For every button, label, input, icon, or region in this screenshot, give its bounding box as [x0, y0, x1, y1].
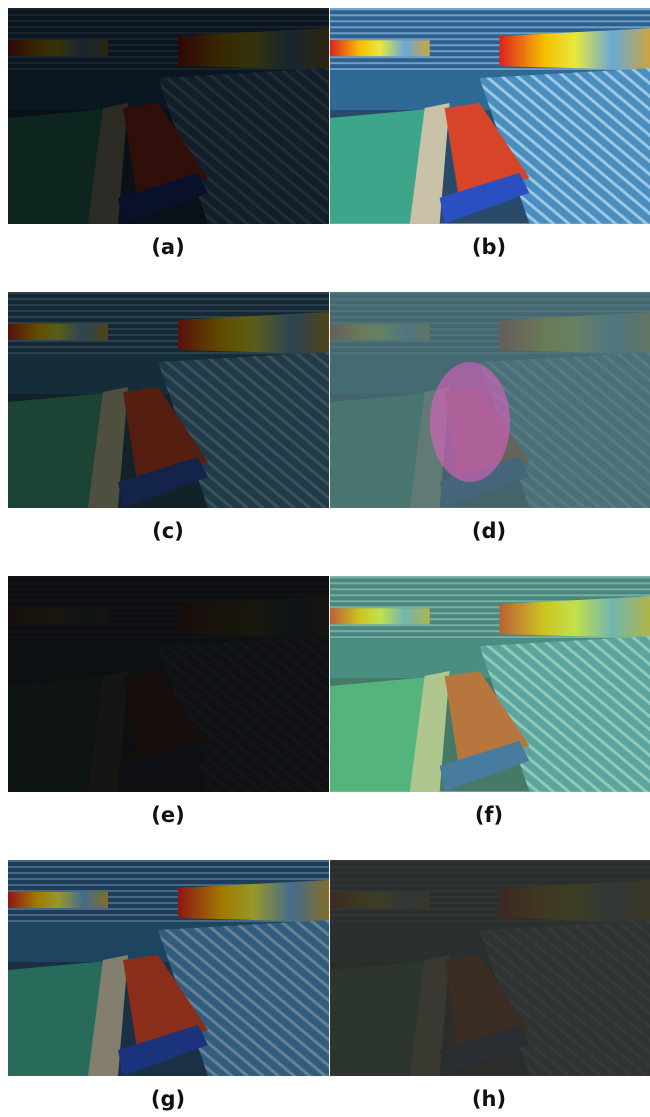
panel-image [330, 8, 650, 224]
panel-tone [8, 860, 329, 1076]
panel-caption: (d) [472, 519, 506, 543]
panel-tone [8, 576, 329, 792]
panel-tone [330, 860, 650, 1076]
panel-caption: (c) [152, 519, 184, 543]
panel-tint [430, 362, 510, 482]
panel-tone [8, 8, 329, 224]
panel-tone [330, 576, 650, 792]
panel-caption: (g) [151, 1087, 185, 1111]
panel-caption: (e) [151, 803, 184, 827]
panel-caption: (f) [475, 803, 503, 827]
panel-caption: (h) [472, 1087, 506, 1111]
panel-caption: (a) [151, 235, 184, 259]
panel-tone [8, 292, 329, 508]
panel-caption: (b) [472, 235, 506, 259]
